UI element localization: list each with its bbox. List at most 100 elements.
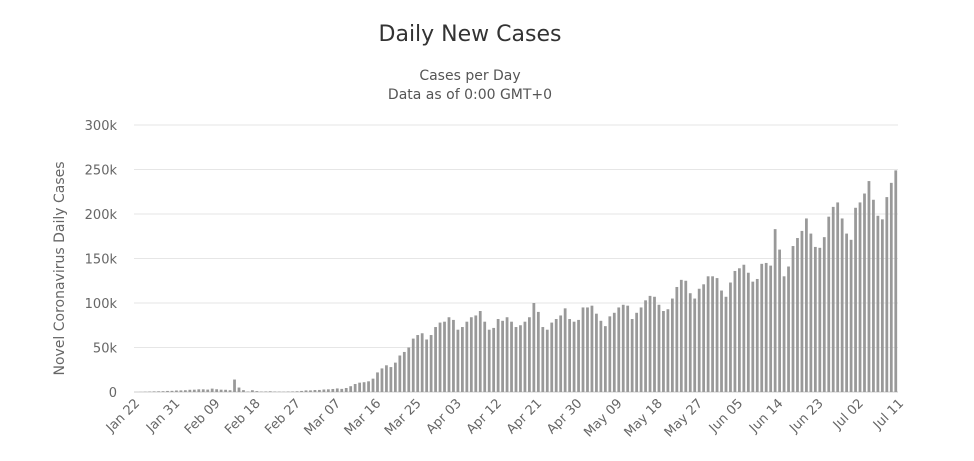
x-tick-label: Apr 03 — [424, 396, 465, 437]
bar — [237, 387, 241, 392]
x-tick-label: Jun 14 — [746, 396, 786, 436]
x-tick-label: Apr 12 — [464, 396, 505, 437]
bar — [595, 313, 598, 392]
x-tick-label: Jan 31 — [143, 396, 183, 436]
bar — [541, 327, 545, 392]
bar — [840, 218, 844, 392]
bar — [769, 265, 773, 392]
bar — [389, 367, 393, 392]
bar — [536, 311, 540, 392]
bar — [362, 382, 366, 392]
bar — [242, 390, 245, 392]
bar — [554, 319, 558, 392]
bar — [371, 378, 375, 392]
bar — [679, 279, 683, 392]
bar — [434, 327, 437, 392]
bar — [635, 312, 639, 392]
bar — [465, 321, 469, 392]
bar — [438, 322, 442, 392]
x-tick-label: Feb 18 — [222, 396, 264, 438]
bar — [751, 281, 755, 392]
bar — [528, 317, 531, 392]
bar — [760, 263, 764, 392]
bar — [845, 233, 849, 392]
bar — [487, 329, 491, 392]
bar — [590, 305, 594, 392]
bar — [416, 335, 420, 392]
bar — [268, 391, 272, 392]
x-tick-label: Feb 09 — [182, 396, 224, 438]
bar — [831, 206, 835, 392]
bar — [657, 304, 661, 392]
bar — [331, 388, 335, 392]
bar — [796, 238, 799, 392]
bar — [425, 339, 429, 392]
bar — [563, 308, 567, 392]
bar — [469, 317, 473, 392]
bar — [706, 276, 710, 392]
bar — [702, 284, 706, 392]
y-tick-label: 0 — [109, 386, 117, 401]
bar — [675, 286, 679, 392]
bar — [639, 307, 643, 392]
x-tick-label: Mar 16 — [342, 396, 385, 439]
bar — [353, 383, 357, 392]
bar — [407, 347, 411, 392]
bar — [447, 317, 451, 392]
bar — [791, 246, 795, 392]
bar — [644, 300, 647, 392]
bar — [693, 298, 697, 392]
bar — [880, 219, 884, 392]
bar — [251, 390, 254, 392]
bar — [787, 266, 790, 392]
bar — [496, 319, 500, 392]
bar — [572, 321, 576, 392]
bar — [889, 182, 893, 392]
bar — [827, 216, 831, 392]
bar — [233, 379, 236, 392]
bar — [295, 391, 299, 392]
bar — [206, 389, 210, 392]
bar — [210, 388, 214, 392]
bar — [456, 329, 460, 392]
bar — [738, 268, 741, 392]
bar — [170, 390, 174, 392]
y-axis-label: Novel Coronavirus Daily Cases — [52, 161, 68, 375]
x-tick-label: May 18 — [622, 396, 666, 440]
bar — [335, 388, 339, 392]
bar — [300, 390, 303, 392]
bar — [822, 237, 826, 392]
chart-subtitle-line-2: Data as of 0:00 GMT+0 — [387, 87, 553, 103]
bar — [152, 391, 156, 392]
bar — [224, 389, 227, 392]
bar — [523, 321, 527, 392]
x-tick-label: Jul 02 — [830, 396, 867, 433]
bar — [688, 293, 692, 392]
bar — [872, 199, 875, 392]
bar — [778, 249, 781, 392]
x-tick-label: Jun 23 — [786, 396, 826, 436]
bar — [876, 215, 880, 392]
bar — [322, 389, 326, 392]
bar — [452, 319, 455, 392]
bar — [344, 387, 348, 392]
bar — [380, 368, 384, 392]
bar — [742, 264, 746, 392]
bar — [411, 338, 415, 392]
bar — [586, 307, 589, 392]
bar — [581, 307, 585, 392]
bar — [863, 193, 866, 392]
bar — [773, 229, 777, 392]
bar — [340, 388, 344, 392]
bar — [568, 319, 571, 392]
bar — [358, 382, 362, 392]
bar — [326, 389, 330, 392]
x-tick-label: Jun 05 — [706, 396, 746, 436]
y-tick-label: 250k — [85, 164, 118, 179]
bar — [617, 307, 621, 392]
y-tick-label: 300k — [85, 119, 118, 134]
bar — [398, 355, 402, 392]
bar — [724, 296, 728, 392]
bar — [505, 317, 509, 392]
